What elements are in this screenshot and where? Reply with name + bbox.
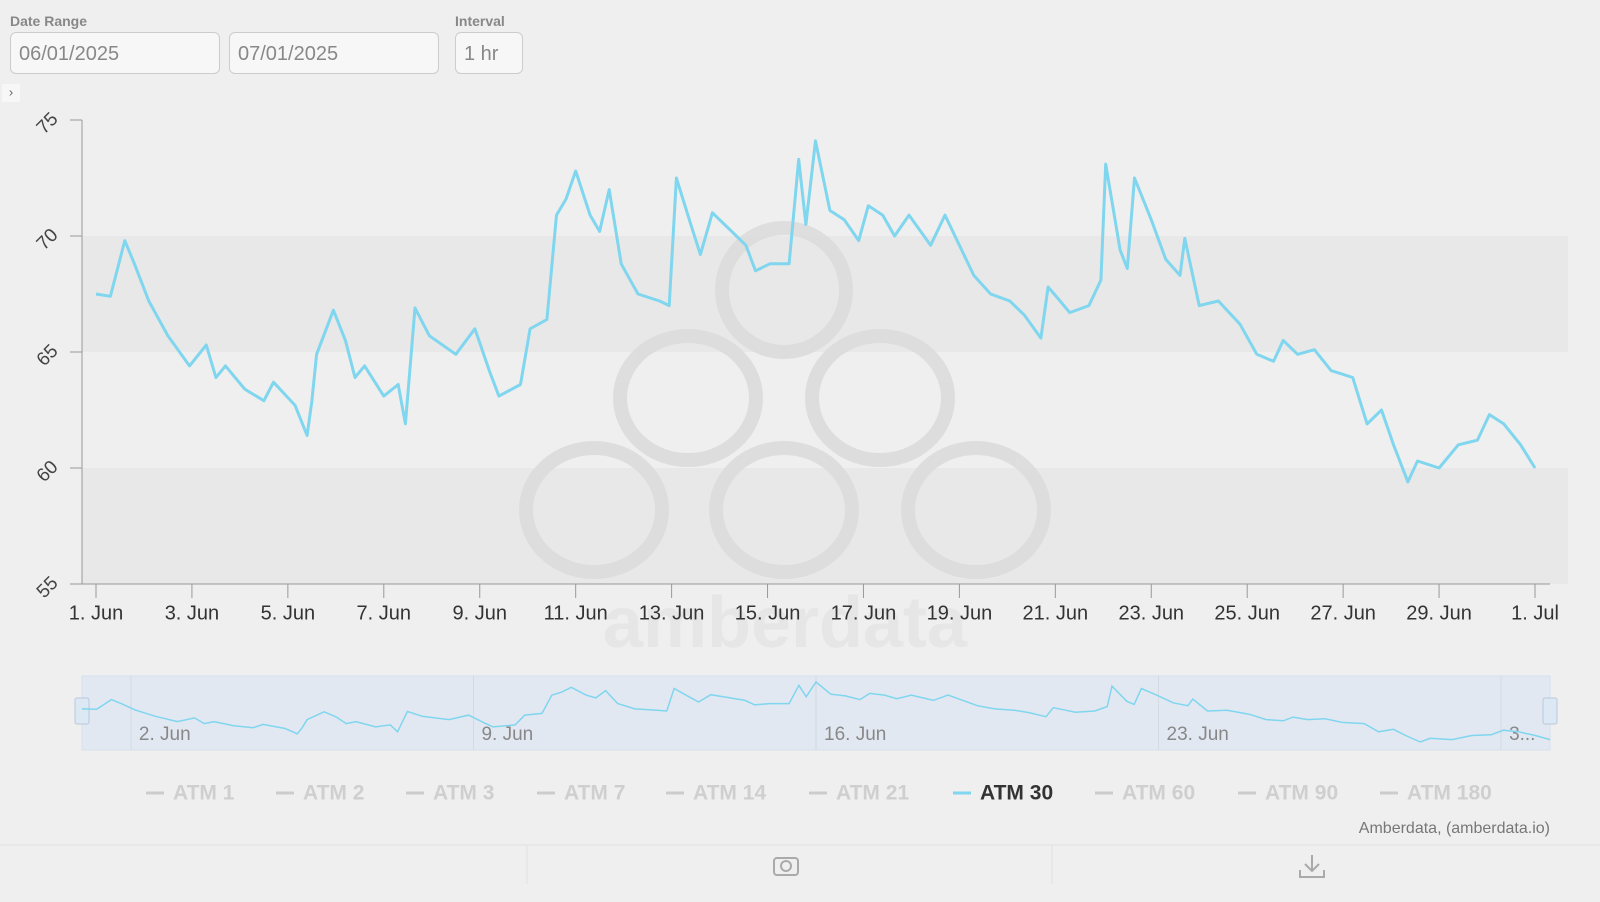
legend-item[interactable]: ATM 90 <box>1238 782 1338 805</box>
plot-band <box>82 468 1568 584</box>
navigator-tick-label: 2. Jun <box>139 724 191 745</box>
plot-band <box>82 236 1568 352</box>
navigator-line <box>81 680 1551 743</box>
download-button[interactable] <box>1299 855 1325 878</box>
legend-label: ATM 60 <box>1122 782 1195 805</box>
legend-item[interactable]: ATM 30 <box>953 782 1053 805</box>
watermark-ring <box>709 441 859 579</box>
legend-label: ATM 180 <box>1407 782 1492 805</box>
x-tick-label: 5. Jun <box>261 602 315 624</box>
watermark-ring <box>519 441 669 579</box>
legend-label: ATM 2 <box>303 782 364 805</box>
x-tick-label: 15. Jun <box>735 602 801 624</box>
x-tick-label: 25. Jun <box>1214 602 1280 624</box>
legend-item[interactable]: ATM 2 <box>276 782 364 805</box>
y-tick-label: 60 <box>33 457 63 487</box>
legend-item[interactable]: ATM 14 <box>666 782 766 805</box>
legend-item[interactable]: ATM 21 <box>809 782 909 805</box>
x-tick-label: 11. Jun <box>544 602 608 624</box>
navigator-tick-label: 3... <box>1509 724 1535 745</box>
navigator-window <box>81 675 1551 751</box>
legend-item[interactable]: ATM 180 <box>1380 782 1492 805</box>
legend-item[interactable]: ATM 7 <box>537 782 625 805</box>
watermark-text: amberdata <box>603 583 968 663</box>
legend-label: ATM 21 <box>836 782 909 805</box>
navigator-tick-label: 16. Jun <box>824 724 886 745</box>
y-tick-label: 75 <box>33 109 63 139</box>
plot-band <box>82 352 1568 468</box>
x-tick-label: 9. Jun <box>452 602 506 624</box>
x-tick-label: 7. Jun <box>357 602 411 624</box>
legend-label: ATM 7 <box>564 782 625 805</box>
interval-input[interactable]: 1 hr <box>455 32 523 74</box>
watermark-ring <box>901 441 1051 579</box>
navigator-handle <box>1542 697 1558 725</box>
x-tick-label: 17. Jun <box>831 602 897 624</box>
legend-label: ATM 14 <box>693 782 766 805</box>
watermark-ring <box>805 329 955 467</box>
x-tick-label: 1. Jun <box>69 602 123 624</box>
x-tick-label: 19. Jun <box>927 602 993 624</box>
credits: Amberdata, (amberdata.io) <box>1359 820 1550 837</box>
interval-label: Interval <box>455 13 505 29</box>
legend-item[interactable]: ATM 3 <box>406 782 494 805</box>
watermark-ring <box>613 329 763 467</box>
x-tick-label: 23. Jun <box>1118 602 1184 624</box>
camera-icon <box>773 857 799 876</box>
x-tick-label: 3. Jun <box>165 602 219 624</box>
date-range-label: Date Range <box>10 13 88 29</box>
watermark-ring <box>715 221 853 359</box>
navigator-handle <box>74 697 90 725</box>
screenshot-button[interactable] <box>773 857 799 876</box>
toggle-icon: › <box>9 84 13 99</box>
sidebar-toggle[interactable] <box>2 84 20 102</box>
y-tick-label: 55 <box>33 573 63 603</box>
navigator-tick-label: 9. Jun <box>481 724 533 745</box>
legend-label: ATM 90 <box>1265 782 1338 805</box>
y-tick-label: 70 <box>33 225 63 255</box>
download-icon <box>1299 855 1325 878</box>
legend-label: ATM 1 <box>173 782 235 805</box>
start-date-input[interactable]: 06/01/2025 <box>10 32 220 74</box>
plot-band <box>82 120 1568 236</box>
camera-lens <box>780 860 792 872</box>
legend-label: ATM 30 <box>980 782 1053 805</box>
series-line <box>95 139 1537 484</box>
x-tick-label: 1. Jul <box>1511 602 1559 624</box>
legend-label: ATM 3 <box>433 782 494 805</box>
y-tick-label: 65 <box>33 341 63 371</box>
x-tick-label: 21. Jun <box>1023 602 1089 624</box>
end-date-input[interactable]: 07/01/2025 <box>229 32 439 74</box>
x-tick-label: 13. Jun <box>639 602 705 624</box>
x-tick-label: 29. Jun <box>1406 602 1472 624</box>
legend-item[interactable]: ATM 1 <box>146 782 235 805</box>
watermark <box>519 221 1051 579</box>
legend-item[interactable]: ATM 60 <box>1095 782 1195 805</box>
navigator-tick-label: 23. Jun <box>1167 724 1229 745</box>
x-tick-label: 27. Jun <box>1310 602 1376 624</box>
